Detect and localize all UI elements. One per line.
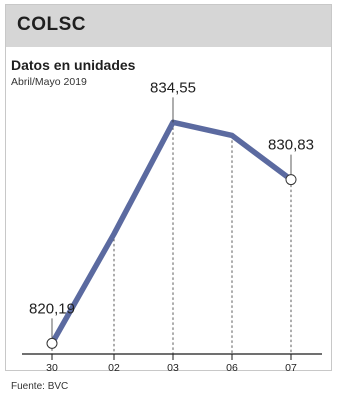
data-label-30: 820,19 (29, 300, 75, 317)
data-label-07: 830,83 (268, 137, 314, 154)
chart-header: COLSC (6, 5, 331, 47)
chart-frame (5, 4, 332, 371)
data-label-03: 834,55 (150, 79, 196, 96)
x-tick-label-30: 30 (46, 362, 58, 374)
ticker-title: COLSC (17, 14, 86, 35)
chart-title: Datos en unidades (11, 57, 136, 73)
x-tick-label-03: 03 (167, 362, 179, 374)
x-tick-label-07: 07 (285, 362, 297, 374)
x-tick-label-06: 06 (226, 362, 238, 374)
point-marker-07 (285, 174, 297, 186)
x-tick-label-02: 02 (108, 362, 120, 374)
source-note: Fuente: BVC (11, 381, 69, 392)
series-line (49, 119, 294, 347)
chart-subtitle: Abril/Mayo 2019 (11, 76, 87, 88)
point-marker-30 (46, 337, 58, 349)
